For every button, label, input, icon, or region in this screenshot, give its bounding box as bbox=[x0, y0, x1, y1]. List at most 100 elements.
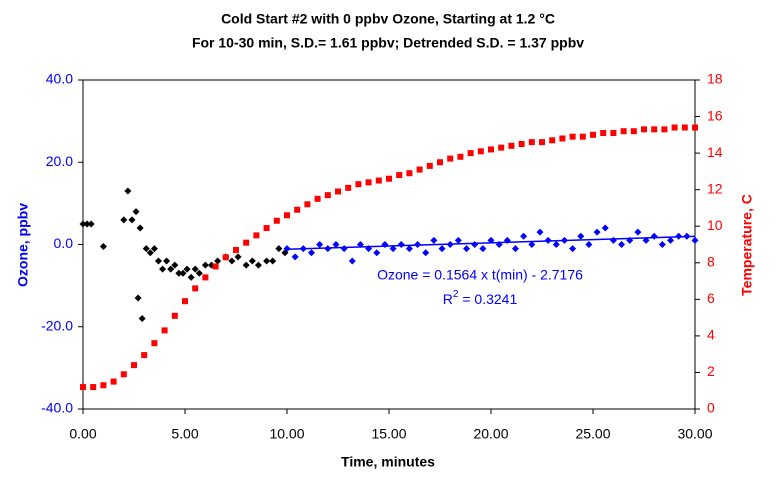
data-point bbox=[201, 261, 209, 269]
data-point bbox=[175, 269, 183, 277]
data-point bbox=[79, 220, 87, 228]
r2-rest: = 0.3241 bbox=[458, 291, 517, 307]
data-point bbox=[100, 382, 107, 389]
x-tick-label: 5.00 bbox=[171, 426, 198, 442]
data-point bbox=[600, 130, 607, 137]
y-axis-title: Ozone, ppbv bbox=[15, 203, 31, 287]
data-point bbox=[518, 140, 525, 147]
data-point bbox=[83, 220, 91, 228]
data-point bbox=[316, 241, 324, 248]
y2-tick-label: 0 bbox=[707, 400, 715, 416]
data-point bbox=[457, 153, 464, 160]
y-tick-label: -40.0 bbox=[41, 400, 73, 416]
data-point bbox=[150, 245, 158, 253]
data-point bbox=[138, 315, 146, 323]
data-point bbox=[146, 249, 154, 257]
data-point bbox=[214, 257, 222, 265]
data-point bbox=[242, 261, 250, 269]
data-point bbox=[549, 137, 556, 144]
data-point bbox=[569, 133, 576, 140]
data-point bbox=[438, 245, 446, 253]
data-point bbox=[90, 384, 97, 391]
chart-title: Cold Start #2 with 0 ppbv Ozone, Startin… bbox=[221, 11, 555, 27]
data-point bbox=[132, 208, 140, 216]
data-point bbox=[192, 285, 199, 292]
data-point bbox=[397, 241, 405, 248]
data-point bbox=[222, 254, 229, 261]
data-point bbox=[335, 188, 341, 195]
data-point bbox=[128, 216, 136, 224]
data-point bbox=[124, 187, 132, 195]
x-tick-label: 15.00 bbox=[371, 426, 406, 442]
data-point bbox=[667, 236, 675, 244]
data-point bbox=[375, 177, 382, 184]
data-point bbox=[406, 170, 413, 177]
y2-tick-label: 6 bbox=[707, 290, 715, 306]
data-point bbox=[275, 245, 283, 253]
data-point bbox=[609, 236, 617, 244]
x-tick-label: 20.00 bbox=[473, 426, 508, 442]
data-point bbox=[307, 249, 315, 257]
data-point bbox=[610, 130, 617, 137]
data-point bbox=[405, 245, 413, 253]
x-tick-label: 0.00 bbox=[69, 426, 96, 442]
data-point bbox=[120, 371, 127, 378]
data-point bbox=[254, 261, 262, 269]
data-point bbox=[389, 245, 397, 253]
data-point bbox=[314, 195, 321, 202]
data-point bbox=[141, 352, 148, 359]
data-point bbox=[167, 265, 175, 273]
data-point bbox=[324, 192, 331, 199]
data-point bbox=[263, 257, 271, 265]
data-point bbox=[601, 224, 609, 232]
data-point bbox=[508, 142, 515, 149]
data-point bbox=[630, 128, 637, 135]
y2-tick-label: 18 bbox=[707, 71, 723, 87]
data-point bbox=[183, 265, 191, 273]
data-point bbox=[345, 184, 352, 191]
data-point bbox=[454, 236, 462, 244]
data-point bbox=[253, 232, 260, 239]
data-point bbox=[355, 181, 362, 188]
data-point bbox=[87, 220, 95, 228]
data-point bbox=[179, 269, 187, 277]
data-point bbox=[447, 155, 454, 162]
data-point bbox=[661, 126, 668, 133]
data-point bbox=[569, 245, 577, 253]
x-tick-label: 25.00 bbox=[575, 426, 610, 442]
data-point bbox=[552, 241, 560, 248]
r2-sup: 2 bbox=[453, 289, 459, 300]
data-point bbox=[681, 124, 688, 131]
y2-tick-label: 10 bbox=[707, 217, 723, 233]
data-point bbox=[120, 216, 128, 224]
data-point bbox=[161, 327, 168, 334]
data-point bbox=[212, 263, 219, 270]
data-point bbox=[171, 312, 178, 319]
x-tick-label: 10.00 bbox=[269, 426, 304, 442]
data-point bbox=[294, 206, 301, 213]
data-point bbox=[579, 133, 586, 140]
data-point bbox=[416, 166, 423, 173]
data-point bbox=[191, 265, 199, 273]
data-point bbox=[332, 241, 340, 248]
data-point bbox=[671, 124, 678, 131]
y-tick-label: 20.0 bbox=[46, 153, 73, 169]
data-point bbox=[159, 265, 167, 273]
data-point bbox=[691, 236, 699, 244]
data-point bbox=[422, 249, 430, 257]
x-tick-label: 30.00 bbox=[677, 426, 712, 442]
data-point bbox=[539, 139, 545, 146]
data-point bbox=[110, 378, 117, 385]
data-point bbox=[498, 144, 505, 151]
data-point bbox=[195, 269, 203, 277]
data-point bbox=[618, 241, 626, 248]
data-point bbox=[187, 273, 195, 281]
data-point bbox=[650, 232, 658, 240]
r2-base: R bbox=[443, 291, 453, 307]
data-point bbox=[528, 241, 536, 248]
data-point bbox=[228, 257, 236, 265]
data-point bbox=[520, 232, 528, 240]
data-point bbox=[154, 257, 162, 265]
data-point bbox=[396, 172, 403, 179]
